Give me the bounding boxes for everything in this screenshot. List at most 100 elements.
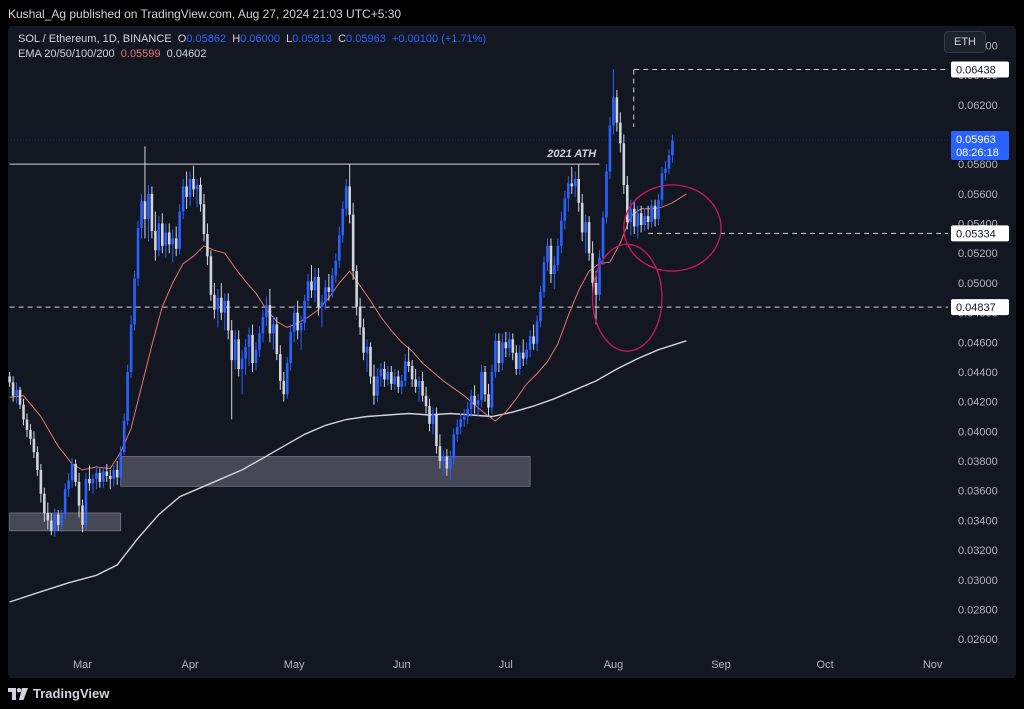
candle-body xyxy=(664,168,667,174)
chart-pane[interactable]: SOL / Ethereum, 1D, BINANCE O0.05862 H0.… xyxy=(8,26,1016,678)
candle xyxy=(351,202,355,280)
candle xyxy=(625,176,629,230)
candle-body xyxy=(331,275,334,292)
candle-body xyxy=(591,253,594,283)
candle-body xyxy=(303,300,306,323)
candle-body xyxy=(459,419,463,427)
candle xyxy=(480,364,483,408)
currency-unit-button[interactable]: ETH xyxy=(944,31,986,53)
candle xyxy=(344,179,348,217)
candle xyxy=(667,149,671,175)
candle xyxy=(490,364,494,414)
candle xyxy=(185,171,188,209)
candlestick-chart[interactable]: 2021 ATH 0.02600 0.02800 0.03000 0.03200 0.03… xyxy=(8,26,1016,678)
candle xyxy=(327,274,331,301)
candle xyxy=(230,320,234,420)
candle xyxy=(424,386,428,414)
x-tick-label: Sep xyxy=(711,659,731,671)
last-price-label: 0.05963 xyxy=(956,134,996,146)
candle-body xyxy=(154,230,157,251)
candle xyxy=(74,459,77,487)
candle xyxy=(334,253,338,283)
candle-body xyxy=(178,211,181,249)
candle-body xyxy=(129,324,133,372)
candle-body xyxy=(514,352,518,370)
candle-body xyxy=(625,184,629,223)
candle-body xyxy=(244,346,247,359)
candle xyxy=(317,268,320,316)
candle-body xyxy=(442,456,445,462)
candle-body xyxy=(598,257,601,295)
legend-close-label: C xyxy=(338,33,347,45)
candle xyxy=(91,474,95,494)
candle-body xyxy=(379,369,383,377)
candle xyxy=(331,268,334,298)
legend-ema-label[interactable]: EMA 20/50/100/200 xyxy=(18,48,115,60)
candle-body xyxy=(476,400,480,405)
candle-body xyxy=(18,389,22,405)
candle xyxy=(119,446,122,484)
candle-body xyxy=(164,232,168,246)
candle xyxy=(549,238,553,283)
candle-body xyxy=(258,333,261,350)
candle-body xyxy=(272,324,275,334)
candle xyxy=(348,164,351,224)
candle xyxy=(497,333,501,372)
candle-body xyxy=(213,294,216,310)
candle xyxy=(213,282,216,319)
candle-body xyxy=(8,376,11,383)
candle-body xyxy=(542,262,546,292)
candle xyxy=(237,330,240,377)
legend-symbol[interactable]: SOL / Ethereum, 1D, BINANCE xyxy=(18,33,172,45)
candle-body xyxy=(473,395,476,405)
candle xyxy=(310,265,313,298)
ath-annotation: 2021 ATH xyxy=(546,148,597,160)
y-tick-label: 0.02800 xyxy=(958,604,998,616)
candle-body xyxy=(147,193,150,220)
legend-high-label: H xyxy=(232,33,241,45)
candle xyxy=(84,472,88,530)
candle-body xyxy=(480,371,483,401)
candle-body xyxy=(11,382,15,396)
candle-body xyxy=(174,238,178,249)
candle-body xyxy=(619,122,622,144)
ema-fast-line xyxy=(9,193,687,471)
candle xyxy=(591,241,594,292)
tradingview-logo-icon xyxy=(8,687,28,700)
candle-body xyxy=(108,475,112,479)
candle xyxy=(282,371,286,402)
candle-body xyxy=(497,340,501,364)
y-tick-label: 0.05000 xyxy=(958,278,998,290)
candle-body xyxy=(521,352,525,359)
candle-body xyxy=(60,514,63,525)
candle-body xyxy=(483,371,487,395)
candle xyxy=(428,398,431,432)
candle-body xyxy=(289,331,292,364)
candle xyxy=(102,466,105,488)
candle-body xyxy=(539,291,542,322)
candle xyxy=(299,315,303,350)
candle xyxy=(421,371,424,402)
candle xyxy=(528,330,532,358)
candle xyxy=(216,288,220,328)
candle-body xyxy=(199,184,202,205)
candle-body xyxy=(612,97,615,126)
candle xyxy=(532,324,535,350)
candle xyxy=(556,238,560,272)
candle-body xyxy=(74,464,77,482)
candle xyxy=(167,223,171,254)
candle xyxy=(129,315,133,378)
candle xyxy=(542,256,546,298)
candle-body xyxy=(317,276,320,307)
candle xyxy=(67,472,70,497)
candle-body xyxy=(202,204,206,234)
candle xyxy=(15,382,18,404)
publish-header: Kushal_Ag published on TradingView.com, … xyxy=(0,0,1024,26)
y-tick-label: 0.02600 xyxy=(958,634,998,646)
candle-body xyxy=(494,340,497,372)
candle-body xyxy=(428,406,431,424)
candle-body xyxy=(560,220,563,246)
legend-open-value: 0.05862 xyxy=(186,33,227,45)
candle xyxy=(223,293,227,331)
tradingview-logo[interactable]: TradingView xyxy=(8,686,109,701)
